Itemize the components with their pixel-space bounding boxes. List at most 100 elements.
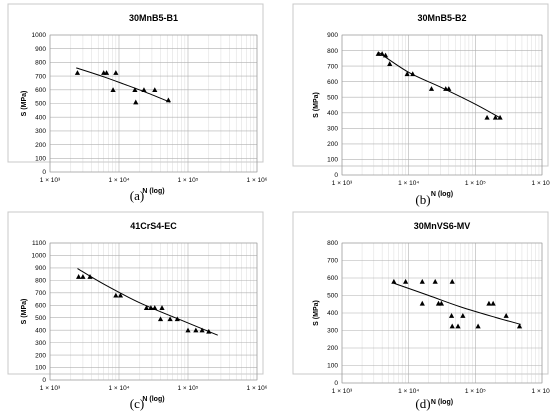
data-point bbox=[475, 323, 481, 329]
data-point bbox=[159, 305, 165, 310]
y-tick-label: 500 bbox=[327, 293, 338, 300]
x-tick-label: 1 × 10⁴ bbox=[398, 180, 419, 187]
y-tick-label: 400 bbox=[327, 310, 338, 317]
y-tick-label: 100 bbox=[35, 156, 46, 163]
y-tick-label: 300 bbox=[327, 328, 338, 335]
data-point bbox=[143, 305, 150, 310]
y-tick-label: 600 bbox=[327, 275, 338, 282]
y-tick-label: 1000 bbox=[32, 253, 47, 260]
data-point bbox=[379, 51, 385, 56]
y-tick-label: 0 bbox=[334, 380, 338, 387]
data-point bbox=[455, 323, 461, 329]
y-tick-label: 300 bbox=[35, 128, 46, 135]
data-point bbox=[432, 278, 438, 284]
y-tick-label: 300 bbox=[35, 340, 46, 347]
x-tick-label: 1 × 10⁴ bbox=[398, 388, 419, 395]
x-tick-label: 1 × 10³ bbox=[332, 388, 353, 395]
x-tick-label: 1 × 10⁴ bbox=[108, 177, 129, 184]
y-tick-label: 900 bbox=[327, 32, 338, 39]
data-point bbox=[497, 114, 503, 120]
y-tick-label: 800 bbox=[327, 240, 338, 247]
y-tick-label: 500 bbox=[35, 101, 46, 108]
plot-area bbox=[341, 34, 543, 176]
data-point bbox=[80, 274, 86, 279]
panel-border bbox=[292, 3, 549, 167]
data-point bbox=[438, 300, 445, 306]
trend-line bbox=[377, 51, 501, 119]
data-point bbox=[460, 313, 466, 318]
panel-caption: (d) bbox=[415, 396, 430, 411]
x-tick-label: 1 × 10⁶ bbox=[247, 385, 268, 392]
data-point bbox=[419, 278, 425, 284]
chart-title: 30MnVS6-MV bbox=[414, 221, 471, 231]
data-point bbox=[103, 70, 110, 75]
data-point bbox=[174, 316, 180, 322]
chart-title: 30MnB5-B2 bbox=[417, 13, 466, 23]
data-point bbox=[185, 327, 191, 333]
y-tick-label: 600 bbox=[327, 79, 338, 86]
panel-frame bbox=[7, 3, 264, 163]
y-tick-label: 100 bbox=[327, 157, 338, 164]
data-point bbox=[110, 87, 116, 93]
y-tick-label: 800 bbox=[35, 278, 46, 285]
data-point bbox=[403, 278, 409, 284]
data-point bbox=[391, 278, 397, 284]
chart-title: 41CrS4-EC bbox=[130, 221, 177, 231]
x-axis-label: N (log) bbox=[142, 188, 164, 195]
y-tick-label: 500 bbox=[35, 315, 46, 322]
data-point bbox=[428, 86, 435, 91]
data-point bbox=[490, 300, 496, 306]
data-point bbox=[133, 99, 139, 105]
x-tick-label: 1 × 10⁴ bbox=[108, 385, 129, 392]
chart-panel-d: 0 100 200 300 400 500 600 700 800 1 × 10³ 1 × 10⁴ 1… bbox=[292, 211, 550, 411]
y-tick-label: 0 bbox=[42, 169, 46, 176]
x-tick-label: 1 × 10³ bbox=[40, 385, 61, 392]
y-tick-label: 800 bbox=[327, 48, 338, 55]
trend-line bbox=[393, 282, 521, 325]
data-point bbox=[141, 87, 147, 93]
data-point bbox=[74, 70, 81, 75]
data-point bbox=[87, 274, 93, 279]
chart-panel-c: 0 100 200 300 400 500 600 700 800 900 1000 1100 1 × … bbox=[7, 211, 268, 411]
y-tick-label: 400 bbox=[327, 110, 338, 117]
data-point bbox=[199, 327, 205, 333]
x-tick-label: 1 × 10⁶ bbox=[532, 180, 550, 187]
data-point bbox=[148, 305, 154, 310]
y-tick-label: 200 bbox=[35, 352, 46, 359]
y-tick-label: 1000 bbox=[32, 32, 47, 39]
y-axis-label: S (MPa) bbox=[21, 91, 28, 117]
data-point bbox=[382, 52, 389, 58]
plot-area bbox=[49, 34, 258, 173]
data-point bbox=[404, 71, 410, 77]
data-point bbox=[132, 87, 138, 93]
data-point bbox=[484, 114, 490, 120]
data-point bbox=[76, 274, 82, 279]
y-tick-label: 200 bbox=[327, 345, 338, 352]
data-point bbox=[448, 313, 455, 318]
y-tick-label: 500 bbox=[327, 94, 338, 101]
data-point bbox=[167, 316, 173, 322]
chart-title: 30MnB5-B1 bbox=[129, 13, 178, 23]
data-point bbox=[113, 70, 119, 75]
chart-panel-a: 0 100 200 300 400 500 600 700 800 900 1000 1 × 10³ 1… bbox=[7, 3, 268, 203]
y-tick-label: 600 bbox=[35, 302, 46, 309]
data-point bbox=[446, 86, 452, 91]
data-point bbox=[486, 300, 492, 306]
chart-panel-b: 0 100 200 300 400 500 600 700 800 900 1 × 10³ 1 × 1… bbox=[292, 3, 550, 207]
y-tick-label: 900 bbox=[35, 46, 46, 53]
y-axis-label: S (MPa) bbox=[313, 300, 320, 326]
data-point bbox=[410, 71, 416, 77]
y-tick-label: 700 bbox=[35, 73, 46, 80]
data-point bbox=[206, 328, 212, 334]
y-tick-label: 100 bbox=[327, 363, 338, 370]
data-point bbox=[387, 61, 393, 66]
data-point bbox=[165, 97, 172, 103]
x-tick-label: 1 × 10³ bbox=[332, 180, 353, 187]
y-tick-label: 700 bbox=[35, 290, 46, 297]
data-point bbox=[449, 278, 455, 284]
panel-border bbox=[7, 3, 264, 163]
panel-caption: (a) bbox=[130, 188, 144, 203]
x-tick-label: 1 × 10⁵ bbox=[465, 180, 486, 187]
trend-line bbox=[76, 67, 171, 103]
data-point bbox=[516, 323, 523, 329]
